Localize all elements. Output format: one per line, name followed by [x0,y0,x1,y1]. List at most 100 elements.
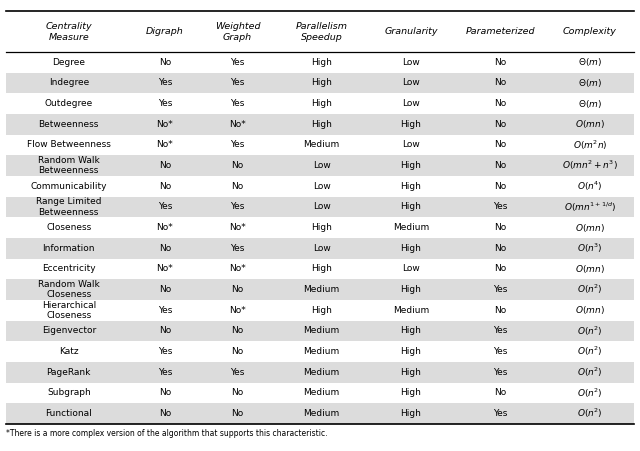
Text: No: No [231,161,243,170]
Text: $\Theta(m)$: $\Theta(m)$ [578,56,602,68]
Text: Yes: Yes [230,244,244,253]
Text: Medium: Medium [303,409,340,418]
Text: No: No [494,306,506,315]
Text: High: High [401,409,422,418]
Text: Yes: Yes [230,140,244,149]
Text: High: High [401,120,422,129]
Text: Low: Low [313,182,331,191]
Text: No: No [159,161,171,170]
Text: Low: Low [402,264,420,273]
Text: $O(mn)$: $O(mn)$ [575,118,605,130]
Text: No: No [231,327,243,336]
Text: Medium: Medium [303,140,340,149]
Text: $O(mn)$: $O(mn)$ [575,221,605,234]
Text: No: No [159,285,171,294]
Text: Low: Low [313,202,331,212]
Text: Subgraph: Subgraph [47,388,91,397]
Text: No: No [494,244,506,253]
Text: Yes: Yes [493,347,508,356]
Bar [6,197,634,217]
Text: Information: Information [42,244,95,253]
Text: Outdegree: Outdegree [45,99,93,108]
Text: *There is a more complex version of the algorithm that supports this characteris: *There is a more complex version of the … [6,429,328,438]
Text: $O(mn^2+n^3)$: $O(mn^2+n^3)$ [562,159,618,172]
Text: High: High [311,58,332,67]
Text: High: High [401,285,422,294]
Bar [6,238,634,258]
Text: High: High [401,244,422,253]
Text: Yes: Yes [493,327,508,336]
Text: Low: Low [313,161,331,170]
Text: Yes: Yes [230,58,244,67]
Text: No: No [494,223,506,232]
Text: Medium: Medium [303,327,340,336]
Bar [6,321,634,341]
Bar [6,155,634,176]
Text: High: High [401,327,422,336]
Text: Complexity: Complexity [563,27,617,36]
Text: No: No [494,78,506,87]
Text: $O(n^2)$: $O(n^2)$ [577,324,603,338]
Text: Yes: Yes [493,202,508,212]
Text: No: No [494,99,506,108]
Text: No: No [231,388,243,397]
Text: No: No [494,58,506,67]
Text: Yes: Yes [157,368,172,377]
Text: High: High [311,120,332,129]
Text: Yes: Yes [230,99,244,108]
Text: No: No [159,388,171,397]
Text: $\Theta(m)$: $\Theta(m)$ [578,77,602,89]
Text: Range Limited
Betweenness: Range Limited Betweenness [36,197,102,216]
Text: Yes: Yes [157,99,172,108]
Text: Indegree: Indegree [49,78,89,87]
Text: No: No [494,182,506,191]
Text: Yes: Yes [230,202,244,212]
Text: Katz: Katz [59,347,79,356]
Bar [6,73,634,93]
Text: No: No [494,120,506,129]
Text: $O(n^3)$: $O(n^3)$ [577,242,603,255]
Text: $O(mn)$: $O(mn)$ [575,304,605,316]
Text: High: High [401,161,422,170]
Text: Eigenvector: Eigenvector [42,327,96,336]
Text: Medium: Medium [303,347,340,356]
Text: Betweenness: Betweenness [38,120,99,129]
Text: Yes: Yes [157,306,172,315]
Text: Medium: Medium [303,368,340,377]
Text: No: No [159,182,171,191]
Text: $O(m^2 n)$: $O(m^2 n)$ [573,138,607,152]
Text: High: High [311,78,332,87]
Text: No*: No* [157,264,173,273]
Text: High: High [401,347,422,356]
Text: Medium: Medium [303,285,340,294]
Text: Digraph: Digraph [146,27,184,36]
Text: Closeness: Closeness [46,223,92,232]
Text: $O(n^2)$: $O(n^2)$ [577,345,603,358]
Text: Medium: Medium [393,223,429,232]
Text: No: No [159,58,171,67]
Text: No*: No* [229,306,246,315]
Text: PageRank: PageRank [47,368,91,377]
Text: $O(mn)$: $O(mn)$ [575,263,605,275]
Bar [6,279,634,300]
Text: Centrality
Measure: Centrality Measure [45,22,92,41]
Text: High: High [401,388,422,397]
Bar [6,114,634,134]
Text: Yes: Yes [157,347,172,356]
Text: Functional: Functional [45,409,92,418]
Text: No: No [494,161,506,170]
Text: $O(n^2)$: $O(n^2)$ [577,407,603,420]
Text: Yes: Yes [230,368,244,377]
Text: Random Walk
Betweenness: Random Walk Betweenness [38,156,100,175]
Text: No: No [494,264,506,273]
Text: Random Walk
Closeness: Random Walk Closeness [38,280,100,299]
Text: Yes: Yes [493,285,508,294]
Text: No: No [159,327,171,336]
Text: High: High [311,264,332,273]
Text: High: High [401,182,422,191]
Text: No: No [231,347,243,356]
Text: Weighted
Graph: Weighted Graph [214,22,260,41]
Text: $O(n^2)$: $O(n^2)$ [577,386,603,400]
Bar [6,403,634,424]
Text: $O(mn^{1+1/d})$: $O(mn^{1+1/d})$ [564,200,616,214]
